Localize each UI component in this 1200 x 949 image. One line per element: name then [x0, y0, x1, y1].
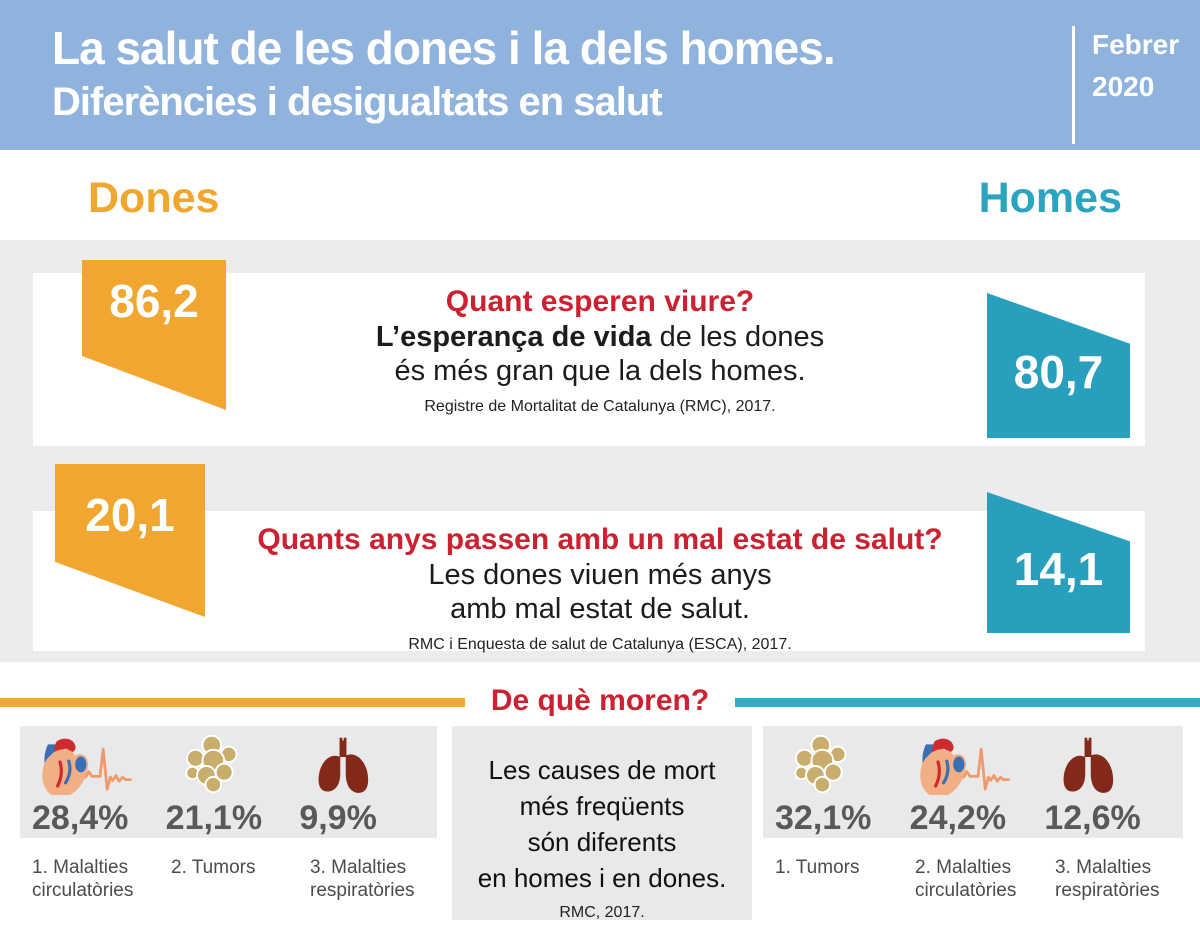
divider-line-homes: [735, 698, 1200, 707]
homes-bad-health-value: 14,1: [1013, 543, 1104, 595]
dones-life-expectancy-value: 86,2: [109, 275, 199, 327]
life-expectancy-line1-bold: L’esperança de vida: [375, 321, 652, 353]
bad-health-text: Quants anys passen amb un mal estat de s…: [250, 521, 950, 654]
homes-column-label: Homes: [978, 174, 1122, 222]
dones-bad-health-value: 20,1: [85, 489, 175, 541]
date-month: Febrer: [1092, 29, 1180, 60]
dones-causes-box: 28,4% 21,1% 9,9%: [20, 726, 437, 838]
death-value: 24,2%: [909, 799, 1007, 837]
death-item: 28,4%: [28, 726, 162, 838]
header: La salut de les dones i la dels homes. D…: [0, 0, 1200, 150]
column-labels: Dones Homes: [0, 150, 1200, 240]
lungs-icon: [295, 726, 429, 800]
death-label: 1. Tumors: [775, 857, 860, 878]
causes-explanation-box: Les causes de mort més freqüents són dif…: [452, 726, 752, 921]
homes-causes-labels: 1. Tumors 2. Malalties circulatòries 3. …: [763, 856, 1183, 902]
death-value: 21,1%: [165, 799, 263, 837]
date-badge: Febrer 2020: [1092, 24, 1179, 108]
life-expectancy-source: Registre de Mortalitat de Catalunya (RMC…: [424, 398, 776, 415]
page-title-line2: Diferències i desigualtats en salut: [52, 80, 663, 124]
dones-column-label: Dones: [88, 174, 220, 222]
bad-health-line1: Les dones viuen més anys: [250, 558, 950, 592]
life-expectancy-line2: és més gran que la dels homes.: [394, 355, 806, 387]
death-label: 2. Malalties circulatòries: [915, 857, 1017, 901]
tumor-icon: [162, 726, 296, 800]
death-item: 32,1%: [771, 726, 906, 838]
explanation-source: RMC, 2017.: [559, 904, 645, 921]
death-value: 9,9%: [299, 799, 377, 837]
death-item: 24,2%: [906, 726, 1041, 838]
death-item: 21,1%: [162, 726, 296, 838]
lungs-icon: [1040, 726, 1175, 800]
explanation-line: més freqüents: [519, 791, 685, 821]
life-expectancy-line1: L’esperança de vida de les dones: [250, 320, 950, 354]
tumor-icon: [771, 726, 906, 800]
bad-health-line1-rest: Les dones viuen més anys: [428, 559, 772, 591]
death-value: 28,4%: [32, 799, 129, 837]
bad-health-years-card: [33, 511, 1145, 651]
divider-line-dones: [0, 698, 465, 707]
page-title: La salut de les dones i la dels homes. D…: [52, 20, 836, 128]
death-label: 1. Malalties circulatòries: [32, 857, 134, 901]
death-value: 32,1%: [775, 799, 872, 837]
homes-life-expectancy-value: 80,7: [1013, 346, 1104, 398]
explanation-line: Les causes de mort: [488, 755, 716, 785]
death-label: 3. Malalties respiratòries: [1055, 857, 1160, 901]
life-expectancy-line1-rest: de les dones: [651, 321, 825, 353]
bad-health-line2: amb mal estat de salut.: [450, 593, 750, 625]
life-expectancy-text: Quant esperen viure? L’esperança de vida…: [250, 283, 950, 416]
explanation-line: en homes i en dones.: [477, 863, 727, 893]
header-divider: [1072, 26, 1075, 144]
death-value: 12,6%: [1044, 799, 1141, 837]
death-label: 2. Tumors: [171, 857, 256, 878]
date-year: 2020: [1092, 71, 1155, 102]
dones-causes-labels: 1. Malalties circulatòries 2. Tumors 3. …: [20, 856, 437, 902]
life-expectancy-question: Quant esperen viure?: [445, 285, 755, 318]
death-item: 12,6%: [1040, 726, 1175, 838]
homes-causes-box: 32,1% 24,2% 12,6%: [763, 726, 1183, 838]
page-title-line1: La salut de les dones i la dels homes.: [52, 22, 836, 74]
bad-health-source: RMC i Enquesta de salut de Catalunya (ES…: [408, 636, 792, 653]
death-item: 9,9%: [295, 726, 429, 838]
death-label: 3. Malalties respiratòries: [310, 857, 415, 901]
bad-health-question: Quants anys passen amb un mal estat de s…: [257, 523, 943, 556]
mortality-section-title: De què moren?: [490, 684, 710, 717]
heart-ecg-icon: [28, 726, 162, 800]
heart-ecg-icon: [906, 726, 1041, 800]
explanation-line: són diferents: [527, 827, 677, 857]
